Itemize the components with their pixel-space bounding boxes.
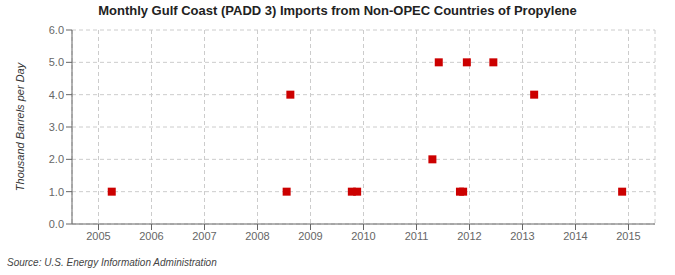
- svg-text:2013: 2013: [510, 230, 534, 242]
- svg-text:3.0: 3.0: [49, 121, 64, 133]
- svg-text:2014: 2014: [563, 230, 587, 242]
- svg-text:2007: 2007: [192, 230, 216, 242]
- svg-text:6.0: 6.0: [49, 24, 64, 36]
- svg-text:2009: 2009: [298, 230, 322, 242]
- svg-text:2011: 2011: [405, 230, 429, 242]
- svg-text:Thousand Barrels per Day: Thousand Barrels per Day: [14, 61, 26, 191]
- svg-text:2008: 2008: [245, 230, 269, 242]
- svg-text:1.0: 1.0: [49, 186, 64, 198]
- html-text:Monthly Gulf Coast (PADD 3) Im: Monthly Gulf Coast (PADD 3) Imports from…: [98, 3, 577, 18]
- svg-text:4.0: 4.0: [49, 89, 64, 101]
- svg-text:2.0: 2.0: [49, 153, 64, 165]
- svg-text:2015: 2015: [616, 230, 640, 242]
- svg-text:0.0: 0.0: [49, 218, 64, 230]
- svg-text:2010: 2010: [351, 230, 375, 242]
- svg-text:2005: 2005: [86, 230, 110, 242]
- svg-text:5.0: 5.0: [49, 56, 64, 68]
- html-text:Source: U.S. Energy Informatio: Source: U.S. Energy Information Administ…: [7, 257, 217, 268]
- svg-text:2012: 2012: [457, 230, 481, 242]
- svg-text:2006: 2006: [139, 230, 163, 242]
